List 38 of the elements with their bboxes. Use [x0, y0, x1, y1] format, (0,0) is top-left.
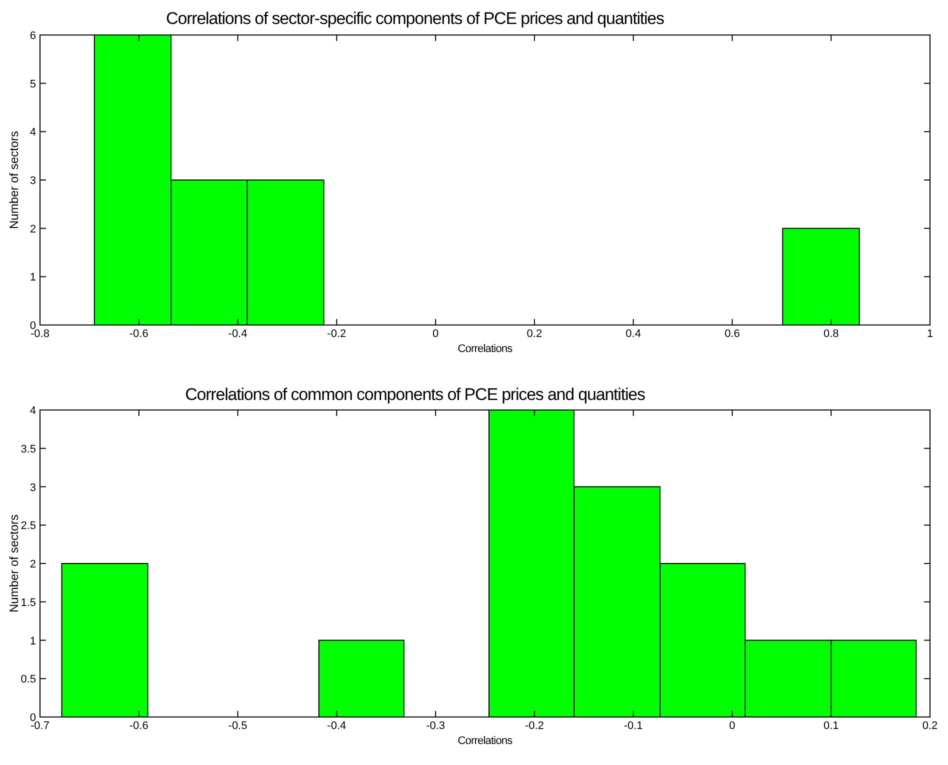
- x-tick-label: 0.4: [626, 328, 641, 340]
- y-tick-label: 1.5: [20, 596, 36, 609]
- y-tick-label: 4: [30, 126, 36, 139]
- y-axis-title: Number of sectors: [7, 514, 21, 613]
- x-tick-label: 0.2: [922, 720, 938, 732]
- x-tick-label: 0.6: [724, 328, 740, 340]
- x-tick-label: 0: [729, 720, 736, 732]
- x-tick-label: -0.5: [228, 720, 248, 732]
- y-tick-label: 1: [30, 635, 36, 648]
- y-tick-label: 3: [30, 175, 36, 187]
- y-tick-label: 0.5: [20, 674, 36, 686]
- chart-title: Correlations of sector-specific components of PCE prices and quantities: [166, 9, 664, 28]
- x-tick-label: -0.3: [426, 720, 446, 732]
- x-tick-label: -0.4: [327, 720, 346, 732]
- y-tick-label: 4: [30, 405, 36, 417]
- x-tick-label: 0.8: [823, 328, 839, 340]
- y-axis-title: Number of sectors: [7, 130, 21, 230]
- y-tick-label: 6: [30, 30, 36, 42]
- x-tick-label: -0.2: [327, 328, 346, 340]
- y-tick-label: 3: [30, 482, 36, 494]
- x-tick-label: 0: [432, 328, 439, 340]
- y-tick-label: 5: [30, 78, 36, 90]
- y-tick-label: 2: [30, 223, 36, 236]
- y-tick-label: 1: [30, 272, 36, 284]
- x-tick-label: -0.1: [624, 720, 643, 732]
- x-axis-title: Correlations: [458, 343, 514, 355]
- y-tick-label: 3.5: [20, 443, 36, 456]
- x-tick-label: -0.2: [524, 720, 544, 732]
- y-tick-label: 2: [30, 558, 36, 570]
- y-tick-label: 2.5: [20, 520, 36, 532]
- x-tick-label: 0.1: [823, 720, 839, 732]
- x-tick-label: 1: [926, 328, 934, 340]
- x-tick-label: -0.4: [228, 328, 248, 340]
- x-axis-title: Correlations: [458, 735, 514, 747]
- x-tick-label: -0.6: [129, 328, 148, 340]
- chart-title: Correlations of common components of PCE prices and quantities: [185, 385, 646, 404]
- x-tick-label: -0.6: [129, 720, 148, 732]
- x-tick-label: 0.2: [526, 328, 542, 340]
